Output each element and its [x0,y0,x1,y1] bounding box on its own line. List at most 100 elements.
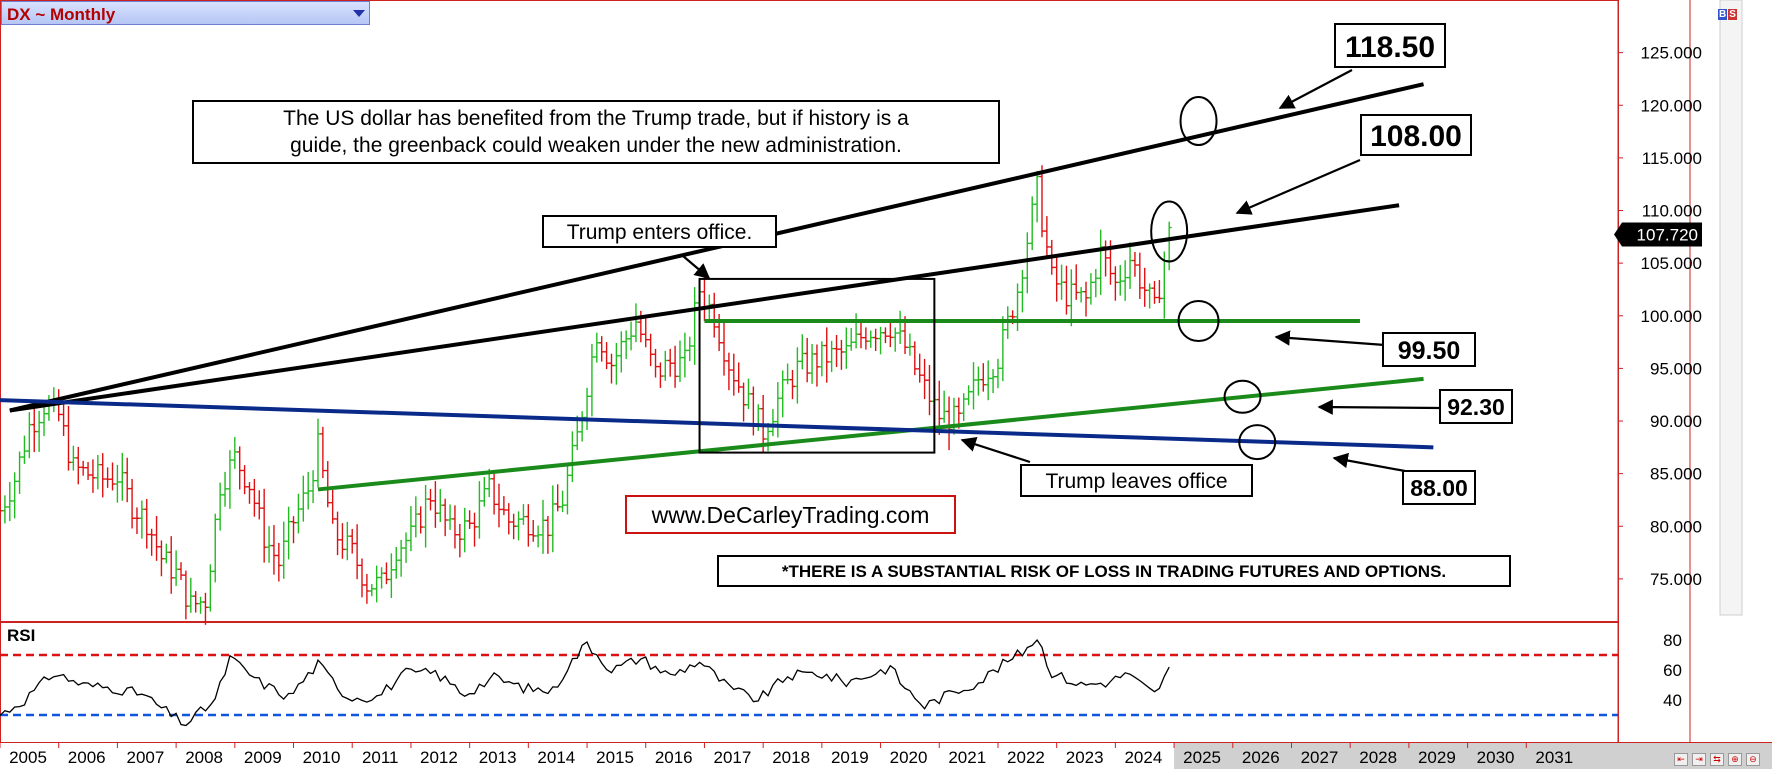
ohlc-bar [721,322,727,376]
callout-108-00: 108.00 [1360,114,1472,156]
ohlc-bar [100,453,106,498]
ohlc-bar [897,310,903,345]
ohlc-bar [1068,269,1074,327]
ohlc-bar [907,333,913,356]
ohlc-bar [569,431,575,482]
price-tick-label: 120.000 [1641,96,1702,115]
date-tick-label: 2025 [1183,748,1221,767]
zoom-out-button[interactable]: ⊖ [1746,753,1760,766]
ohlc-bar [892,327,898,352]
ohlc-bar [677,340,683,382]
callout-arrow [1278,69,1353,109]
callout-88-00-text: 88.00 [1410,475,1468,501]
price-tick-label: 90.000 [1650,412,1702,431]
ohlc-bar [1127,242,1133,289]
scroll-end-button[interactable]: ⇥ [1692,753,1706,766]
ohlc-bar [1152,280,1158,304]
date-tick-label: 2010 [303,748,341,767]
ohlc-bar [657,362,663,388]
ohlc-bar [1015,283,1021,332]
scroll-start-button[interactable]: ⇤ [1674,753,1688,766]
callout-92-30: 92.30 [1439,389,1513,424]
ohlc-bar [173,550,179,586]
price-tick-label: 80.000 [1650,517,1702,536]
ohlc-bar [1029,196,1035,251]
callout-arrow [1317,399,1441,415]
callout-arrow [1235,158,1361,215]
ohlc-bar [315,418,321,488]
price-tick-label: 85.000 [1650,465,1702,484]
ohlc-bar [452,505,458,549]
ohlc-bar [398,539,404,577]
ohlc-bar [212,513,218,583]
ohlc-bar [457,523,463,558]
ohlc-bar [227,450,233,509]
date-tick-label: 2024 [1124,748,1162,767]
ohlc-bar [276,542,282,582]
date-tick-label: 2015 [596,748,634,767]
fit-button[interactable]: ⇆ [1710,753,1724,766]
ohlc-bar [834,335,840,368]
ohlc-bar [281,521,287,579]
headline-annotation-text: guide, the greenback could weaken under … [290,134,902,157]
ohlc-bar [628,321,634,351]
ohlc-bar [1137,252,1143,300]
ohlc-bar [520,504,526,525]
ohlc-bar [144,498,150,549]
ohlc-bar [344,521,350,561]
symbol-header[interactable]: DX ~ Monthly [1,1,370,25]
ohlc-bar [1147,283,1153,309]
ohlc-bar [731,353,737,396]
price-axis: 75.000 80.000 85.000 90.000 95.000 100.000 105… [1618,44,1702,589]
ohlc-bar [383,562,389,585]
ohlc-bar [804,337,810,383]
price-tick-label: 125.000 [1641,44,1702,63]
ohlc-bar [726,352,732,391]
ohlc-bar [17,451,23,494]
callout-arrow [1274,330,1386,347]
ohlc-bar [437,489,443,523]
buy-badge[interactable]: B [1718,9,1728,20]
ohlc-bar [403,532,409,563]
trump-term-box [698,277,936,454]
trendline [317,376,1424,492]
ohlc-bar [501,496,507,516]
ohlc-bar [320,426,326,479]
level-circle [1150,200,1189,263]
ohlc-bar [985,360,991,401]
ohlc-bar [741,382,747,422]
website-label-frame [625,495,956,534]
ohlc-bar [261,488,267,563]
sell-badge[interactable]: S [1728,9,1737,20]
ohlc-bar [232,436,238,469]
website-label: www.DeCarleyTrading.com [625,495,956,534]
ohlc-bar [496,483,502,528]
ohlc-bar [653,348,659,378]
date-tick-label: 2023 [1066,748,1104,767]
ohlc-bar [682,332,688,378]
dropdown-arrow-icon[interactable] [353,10,365,17]
headline-annotation: The US dollar has benefited from the Tru… [192,100,1000,164]
ohlc-bar [608,353,614,384]
ohlc-bar [105,467,111,488]
price-tick-label: 75.000 [1650,570,1702,589]
ohlc-bar [1083,281,1089,317]
ohlc-bar [359,558,365,598]
ohlc-bar [251,478,257,517]
ohlc-bar [613,342,619,385]
ohlc-bar [413,496,419,538]
level-circle [1238,424,1277,461]
date-axis: 2005 2006 2007 2008 2009 2010 2011 2012 2013 2014… [0,742,1573,767]
callout-92-30-frame [1439,389,1513,424]
ohlc-bar [349,528,355,554]
ohlc-bar [335,511,341,556]
ohlc-bar [418,506,424,534]
ohlc-bar [1073,264,1079,300]
ohlc-bar [423,484,429,548]
zoom-in-button[interactable]: ⊕ [1728,753,1742,766]
rsi-tick-label: 80 [1663,631,1682,650]
ohlc-bar [941,390,947,423]
ohlc-bar [432,481,438,528]
